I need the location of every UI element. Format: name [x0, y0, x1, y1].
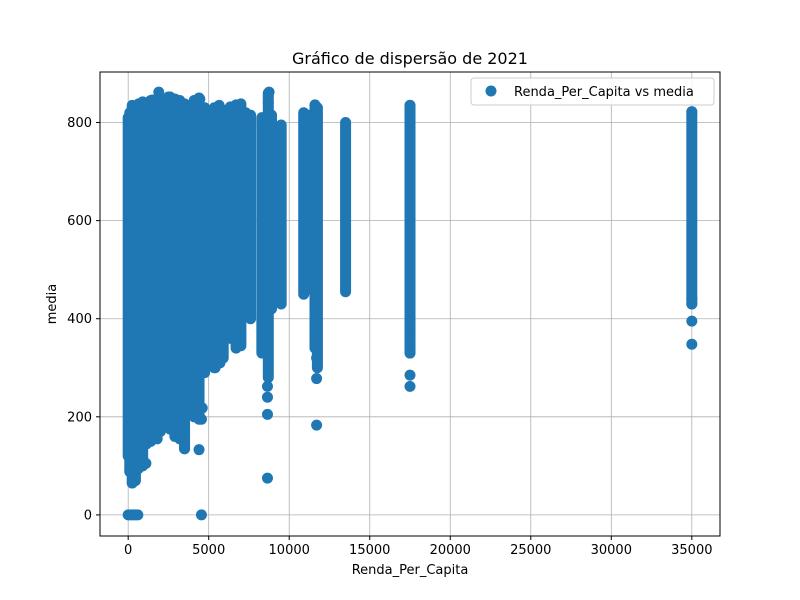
- legend-marker-icon: [485, 85, 497, 97]
- scatter-point: [161, 406, 173, 418]
- x-tick-label: 10000: [269, 543, 310, 558]
- y-tick-label: 200: [67, 410, 92, 425]
- scatter-point: [311, 352, 323, 364]
- scatter-point: [686, 338, 698, 350]
- scatter-point-band: [404, 99, 416, 359]
- x-tick-label: 25000: [510, 543, 551, 558]
- scatter-point: [128, 472, 140, 484]
- scatter-point: [132, 509, 144, 521]
- scatter-point: [404, 369, 416, 381]
- y-tick-label: 600: [67, 214, 92, 229]
- scatter-point: [140, 457, 152, 469]
- scatter-point: [261, 472, 273, 484]
- scatter-point: [196, 402, 208, 414]
- scatter-point: [214, 357, 226, 369]
- scatter-point-band: [245, 109, 257, 325]
- ticks-layer: 0 5000 10000 15000 20000 25000 30000 35000 0 200 4…: [67, 116, 712, 558]
- scatter-point: [194, 93, 206, 105]
- y-tick-label: 800: [67, 116, 92, 131]
- scatter-point: [132, 462, 144, 474]
- scatter-point: [404, 347, 416, 359]
- x-tick-label: 15000: [349, 543, 390, 558]
- scatter-point: [404, 324, 416, 336]
- scatter-point: [311, 419, 323, 431]
- data-points: [122, 86, 698, 521]
- x-tick-label: 30000: [591, 543, 632, 558]
- scatter-point: [153, 86, 165, 98]
- scatter-point: [162, 91, 174, 103]
- scatter-point: [261, 380, 273, 392]
- scatter-point: [404, 380, 416, 392]
- scatter-point: [686, 293, 698, 305]
- scatter-point-band: [311, 102, 323, 374]
- scatter-point: [311, 373, 323, 385]
- scatter-point-band: [686, 106, 698, 310]
- scatter-point: [195, 509, 207, 521]
- x-axis-label: Renda_Per_Capita: [352, 563, 469, 578]
- scatter-point: [404, 335, 416, 347]
- x-tick-label: 20000: [430, 543, 471, 558]
- scatter-point: [175, 413, 187, 425]
- scatter-point: [261, 391, 273, 403]
- scatter-point-band: [340, 117, 352, 298]
- x-tick-label: 0: [124, 543, 132, 558]
- legend-label: Renda_Per_Capita vs media: [514, 85, 694, 100]
- y-tick-label: 400: [67, 312, 92, 327]
- scatter-point: [195, 413, 207, 425]
- scatter-point: [261, 408, 273, 420]
- scatter-point: [174, 430, 186, 442]
- chart-title: Gráfico de dispersão de 2021: [292, 49, 528, 68]
- scatter-point-band: [275, 119, 287, 310]
- scatter-point: [151, 433, 163, 445]
- scatter-point-band: [266, 109, 278, 315]
- scatter-point: [686, 106, 698, 118]
- scatter-point: [404, 99, 416, 111]
- y-tick-label: 0: [84, 508, 92, 523]
- scatter-point: [263, 86, 275, 98]
- scatter-point: [146, 94, 158, 106]
- scatter-point: [262, 97, 274, 109]
- scatter-point: [193, 444, 205, 456]
- scatter-point: [169, 394, 181, 406]
- plot-frame: [99, 71, 721, 537]
- scatter-point: [182, 391, 194, 403]
- legend-box: [470, 77, 715, 106]
- scatter-point: [686, 315, 698, 327]
- x-tick-label: 35000: [671, 543, 712, 558]
- x-tick-label: 5000: [192, 543, 225, 558]
- legend: Renda_Per_Capita vs media: [470, 77, 715, 106]
- y-axis-label: media: [45, 284, 60, 325]
- scatter-point: [179, 443, 191, 455]
